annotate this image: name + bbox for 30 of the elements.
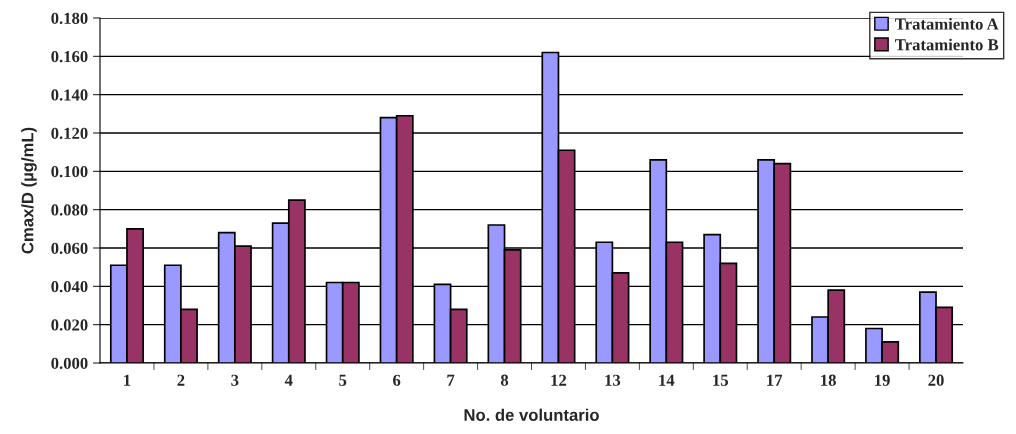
- y-tick-label: 0.120: [51, 127, 88, 140]
- x-tick-label: 19: [875, 374, 890, 386]
- y-tick-label: 0.180: [51, 12, 88, 25]
- y-tick-label: 0.100: [51, 166, 88, 178]
- x-tick-label: 15: [713, 374, 729, 386]
- legend-label: Tratamiento A: [895, 17, 999, 30]
- legend-label: Tratamiento B: [895, 38, 999, 51]
- x-tick-label: 18: [821, 374, 836, 386]
- y-axis-title: Cmax/D (µg/mL): [21, 127, 37, 254]
- x-tick-label: 6: [393, 374, 401, 386]
- y-tick-label: 0.000: [51, 357, 88, 370]
- x-tick-label: 14: [659, 374, 675, 386]
- x-tick-label: 3: [231, 374, 239, 386]
- x-tick-label: 12: [551, 374, 567, 386]
- y-tick-label: 0.080: [51, 204, 88, 216]
- y-tick-label: 0.160: [51, 51, 88, 63]
- x-tick-label: 13: [605, 374, 621, 386]
- y-tick-label: 0.140: [51, 89, 88, 101]
- x-tick-label: 8: [500, 374, 509, 386]
- x-tick-label: 17: [767, 374, 783, 386]
- x-tick-label: 5: [339, 374, 347, 386]
- x-tick-label: 4: [284, 374, 293, 386]
- y-tick-label: 0.060: [51, 242, 88, 255]
- y-tick-label: 0.020: [51, 319, 88, 331]
- x-tick-label: 2: [177, 374, 185, 386]
- x-axis-title: No. de voluntario: [464, 408, 599, 421]
- x-tick-label: 20: [928, 374, 944, 386]
- x-tick-label: 1: [124, 374, 131, 386]
- x-tick-label: 7: [447, 374, 455, 386]
- y-tick-label: 0.040: [51, 281, 88, 293]
